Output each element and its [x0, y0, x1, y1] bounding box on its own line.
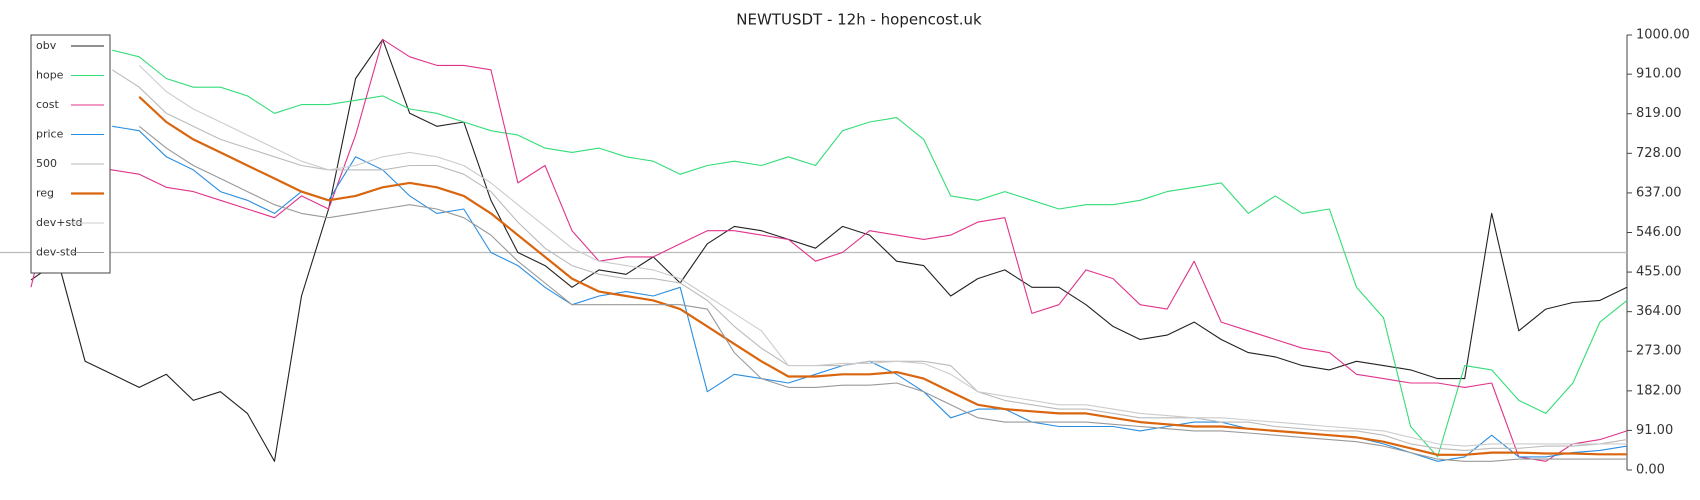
legend-label: price: [36, 128, 64, 141]
y-tick-label: 546.00: [1636, 225, 1682, 240]
y-tick-label: 364.00: [1636, 304, 1682, 319]
series-line: [138, 65, 1627, 447]
y-tick-label: 0.00: [1636, 463, 1665, 478]
y-tick-label: 1000.00: [1636, 28, 1690, 43]
y-tick-label: 728.00: [1636, 146, 1682, 161]
series-line: [30, 38, 1628, 462]
legend-label: dev-std: [36, 246, 77, 259]
chart-title: NEWTUSDT - 12h - hopencost.uk: [736, 11, 982, 29]
legend-label: dev+std: [36, 216, 83, 229]
series-line: [111, 69, 1628, 451]
series-line: [112, 49, 1628, 458]
y-tick-label: 455.00: [1636, 265, 1682, 280]
series-line: [30, 38, 1628, 462]
legend: obv hope cost price 500 reg dev+std dev-std: [30, 34, 111, 274]
series-line: [112, 125, 1628, 462]
y-tick-label: 819.00: [1636, 106, 1682, 121]
series-line: [138, 95, 1627, 456]
legend-label: 500: [36, 157, 57, 170]
legend-label: cost: [36, 98, 60, 111]
y-tick-label: 273.00: [1636, 344, 1682, 359]
legend-label: reg: [36, 187, 54, 200]
y-tick-label: 182.00: [1636, 383, 1682, 398]
series-line: [138, 125, 1627, 462]
legend-label: obv: [36, 39, 57, 52]
legend-box: [30, 34, 111, 274]
legend-label: hope: [36, 69, 64, 82]
y-tick-label: 91.00: [1636, 423, 1673, 438]
y-tick-label: 637.00: [1636, 185, 1682, 200]
y-tick-label: 910.00: [1636, 67, 1682, 82]
